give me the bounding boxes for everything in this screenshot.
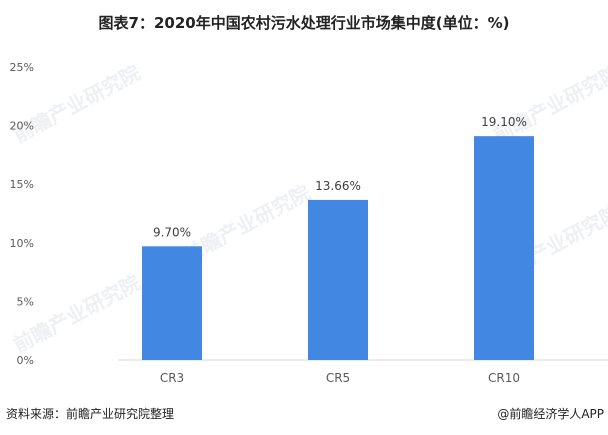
y-tick-label: 5% <box>17 295 34 308</box>
data-label: 13.66% <box>315 179 361 193</box>
credit-note: @前瞻经济学人APP <box>497 407 604 421</box>
source-note: 资料来源：前瞻产业研究院整理 <box>6 407 175 421</box>
bar-cr5 <box>308 199 368 360</box>
watermark: 前瞻产业研究院 <box>489 60 608 147</box>
data-label: 19.10% <box>481 115 527 129</box>
y-tick-label: 15% <box>10 178 34 191</box>
chart-title: 图表7：2020年中国农村污水处理行业市场集中度(单位：%) <box>98 14 510 32</box>
y-tick-label: 0% <box>17 354 34 367</box>
x-tick-label: CR10 <box>488 371 520 385</box>
y-tick-label: 20% <box>10 120 34 133</box>
x-tick-label: CR5 <box>326 371 350 385</box>
bar-cr3 <box>142 246 202 360</box>
data-label: 9.70% <box>153 225 191 239</box>
y-tick-label: 10% <box>10 237 34 250</box>
bar-cr10 <box>474 136 534 360</box>
x-tick-label: CR3 <box>160 371 184 385</box>
watermark: 前瞻产业研究院 <box>9 270 144 357</box>
y-tick-label: 25% <box>10 61 34 74</box>
